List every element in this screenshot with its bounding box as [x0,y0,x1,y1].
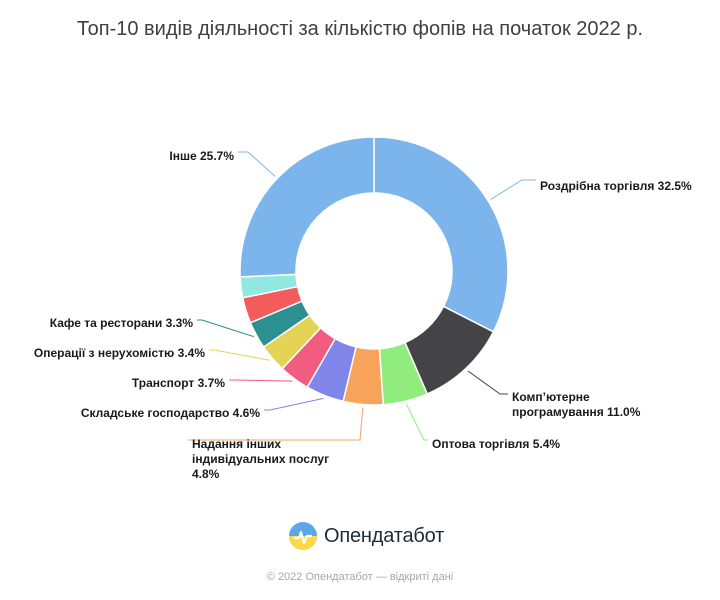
connector-7 [197,319,254,338]
connector-1 [467,370,508,395]
slice-label-0: Роздрібна торгівля 32.5% [540,179,692,193]
slice-label-2: Оптова торгівля 5.4% [432,437,560,451]
slice-label-7: Кафе та ресторани 3.3% [50,316,194,330]
connector-2 [405,403,428,441]
connector-5 [229,379,293,382]
connector-0 [490,179,536,200]
connector-4 [264,397,324,411]
slice-label-4: Складське господарство 4.6% [81,406,260,420]
brand-name: Опендатабот [324,524,445,547]
slice-0[interactable] [373,136,509,333]
slice-10[interactable] [239,136,375,278]
slice-label-3: Надання інших індивідуальних послуг 4.8% [192,437,329,481]
connector-6 [209,349,271,361]
connector-3 [188,407,364,441]
connector-10 [238,151,276,177]
opendatabot-logo-icon [289,522,317,550]
brand: Опендатабот [288,520,444,552]
slice-label-10: Інше 25.7% [169,149,234,163]
slice-label-5: Транспорт 3.7% [132,376,225,390]
footer-credit: © 2022 Опендатабот — відкриті дані [266,571,454,583]
chart-title: Топ-10 видів діяльності за кількістю фоп… [76,18,644,40]
slice-label-6: Операції з нерухомістю 3.4% [34,346,205,360]
slice-label-1: Комп’ютерне програмування 11.0% [512,390,641,419]
